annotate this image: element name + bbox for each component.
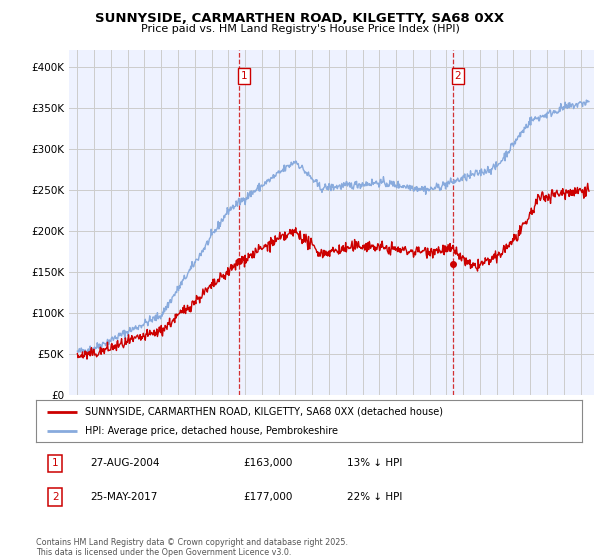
Text: 2: 2 — [455, 71, 461, 81]
Text: 13% ↓ HPI: 13% ↓ HPI — [347, 459, 403, 469]
Text: 2: 2 — [52, 492, 58, 502]
Text: 27-AUG-2004: 27-AUG-2004 — [91, 459, 160, 469]
Text: 1: 1 — [241, 71, 248, 81]
Text: Price paid vs. HM Land Registry's House Price Index (HPI): Price paid vs. HM Land Registry's House … — [140, 24, 460, 34]
Text: 25-MAY-2017: 25-MAY-2017 — [91, 492, 158, 502]
Text: HPI: Average price, detached house, Pembrokeshire: HPI: Average price, detached house, Pemb… — [85, 426, 338, 436]
Text: Contains HM Land Registry data © Crown copyright and database right 2025.
This d: Contains HM Land Registry data © Crown c… — [36, 538, 348, 557]
Text: £163,000: £163,000 — [244, 459, 293, 469]
Text: £177,000: £177,000 — [244, 492, 293, 502]
Text: SUNNYSIDE, CARMARTHEN ROAD, KILGETTY, SA68 0XX: SUNNYSIDE, CARMARTHEN ROAD, KILGETTY, SA… — [95, 12, 505, 25]
Text: 1: 1 — [52, 459, 58, 469]
Text: SUNNYSIDE, CARMARTHEN ROAD, KILGETTY, SA68 0XX (detached house): SUNNYSIDE, CARMARTHEN ROAD, KILGETTY, SA… — [85, 407, 443, 417]
Text: 22% ↓ HPI: 22% ↓ HPI — [347, 492, 403, 502]
